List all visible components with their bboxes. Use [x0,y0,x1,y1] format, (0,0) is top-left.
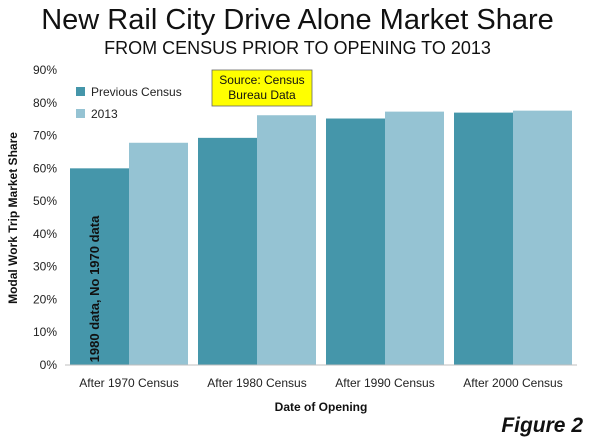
legend-label-2013: 2013 [91,107,118,121]
bar-previous-census-2 [198,137,257,365]
legend: Previous Census 2013 [76,85,182,121]
bar-annotation: 1980 data, No 1970 data [87,215,102,362]
y-tick-label: 40% [33,227,57,241]
y-tick-label: 60% [33,161,57,175]
y-tick-label: 10% [33,325,57,339]
source-annotation: Source: Census Bureau Data [211,69,313,107]
bar-previous-census-1 [70,168,129,365]
chart-subtitle: FROM CENSUS PRIOR TO OPENING TO 2013 [104,38,491,58]
y-axis-ticks: 0% 10% 20% 30% 40% 50% 60% 70% 80% 90% [33,63,57,372]
legend-swatch-2013 [76,109,85,118]
y-tick-label: 30% [33,260,57,274]
bar-previous-census-3 [326,118,385,365]
x-tick-label: After 2000 Census [463,376,562,390]
x-tick-label: After 1990 Census [335,376,434,390]
chart-title: New Rail City Drive Alone Market Share [41,4,554,36]
y-tick-label: 80% [33,96,57,110]
y-tick-label: 70% [33,129,57,143]
y-tick-label: 20% [33,292,57,306]
bar-2013-3 [385,111,444,365]
y-tick-label: 90% [33,63,57,77]
bar-2013-2 [257,115,316,365]
x-tick-label: After 1970 Census [79,376,178,390]
source-box [211,69,313,107]
y-tick-label: 0% [40,358,58,372]
figure-label: Figure 2 [501,414,583,437]
source-line-2: Bureau Data [228,88,296,102]
legend-swatch-previous-census [76,87,85,96]
legend-label-previous-census: Previous Census [91,85,182,99]
bar-2013-1 [129,142,188,365]
x-axis-ticks: After 1970 Census After 1980 Census After … [79,376,562,390]
bar-2013-4 [513,110,572,366]
source-line-1: Source: Census [219,73,304,87]
y-tick-label: 50% [33,194,57,208]
bar-previous-census-4 [454,112,513,365]
x-tick-label: After 1980 Census [207,376,306,390]
y-axis-label: Modal Work Trip Market Share [6,132,20,304]
bars [70,110,572,366]
x-axis-label: Date of Opening [275,400,368,414]
